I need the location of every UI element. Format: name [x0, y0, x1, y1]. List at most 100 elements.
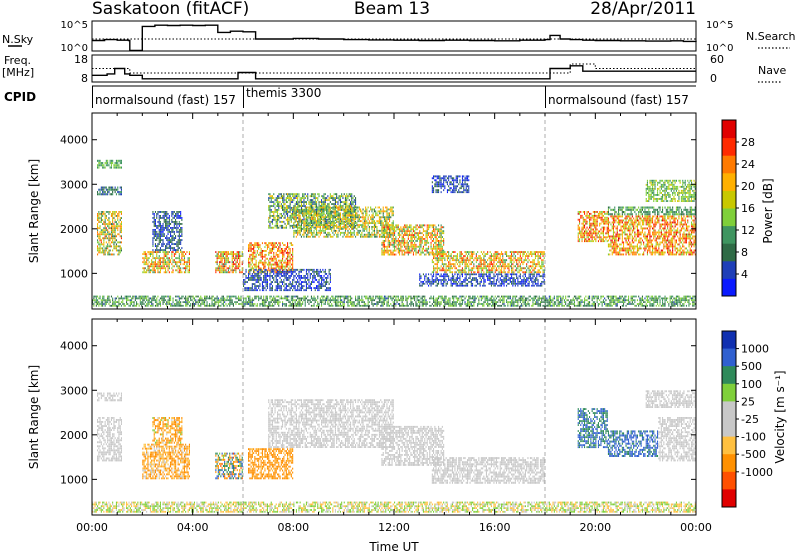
- heatmap-cell: [380, 229, 382, 232]
- heatmap-cell: [327, 287, 329, 289]
- heatmap-cell: [419, 249, 421, 252]
- heatmap-cell: [434, 224, 436, 227]
- heatmap-cell: [431, 226, 433, 229]
- heatmap-cell: [532, 259, 534, 262]
- heatmap-cell: [513, 271, 515, 274]
- heatmap-cell: [493, 261, 495, 264]
- heatmap-cell: [328, 208, 330, 211]
- heatmap-cell: [103, 245, 105, 248]
- heatmap-cell: [259, 244, 261, 246]
- heatmap-cell: [147, 259, 149, 262]
- heatmap-cell: [255, 267, 257, 270]
- heatmap-cell: [292, 253, 294, 256]
- heatmap-cell: [399, 240, 401, 242]
- heatmap-cell: [327, 203, 329, 205]
- heatmap-cell: [402, 234, 404, 236]
- heatmap-cell: [183, 267, 185, 270]
- heatmap-cell: [287, 289, 289, 292]
- heatmap-cell: [443, 282, 445, 285]
- heatmap-cell: [168, 237, 170, 239]
- heatmap-cell: [261, 257, 263, 260]
- heatmap-cell: [178, 259, 180, 262]
- heatmap-cell: [433, 279, 435, 281]
- heatmap-cell: [287, 218, 289, 221]
- heatmap-cell: [99, 245, 101, 248]
- heatmap-cell: [417, 245, 419, 248]
- heatmap-cell: [446, 257, 448, 260]
- heatmap-cell: [436, 273, 438, 276]
- heatmap-cell: [411, 236, 413, 238]
- heatmap-cell: [298, 220, 300, 223]
- heatmap-cell: [479, 267, 481, 270]
- heatmap-cell: [352, 228, 354, 230]
- heatmap-cell: [294, 210, 296, 213]
- heatmap-cell: [256, 265, 258, 268]
- heatmap-cell: [178, 265, 180, 268]
- heatmap-cell: [285, 261, 287, 264]
- heatmap-cell: [341, 205, 343, 207]
- heatmap-cell: [168, 267, 170, 270]
- heatmap-cell: [287, 261, 289, 264]
- heatmap-cell: [346, 214, 348, 217]
- heatmap-cell: [167, 239, 169, 241]
- heatmap-cell: [241, 263, 243, 266]
- heatmap-cell: [249, 248, 251, 250]
- heatmap-cell: [363, 229, 365, 232]
- heatmap-cell: [283, 193, 285, 196]
- heatmap-cell: [389, 228, 391, 231]
- heatmap-cell: [287, 195, 289, 198]
- heatmap-cell: [323, 279, 325, 281]
- heatmap-cell: [410, 238, 412, 240]
- heatmap-cell: [120, 211, 122, 213]
- heatmap-cell: [472, 255, 474, 257]
- heatmap-cell: [232, 265, 234, 268]
- heatmap-cell: [329, 289, 331, 292]
- heatmap-cell: [172, 249, 174, 251]
- heatmap-cell: [484, 263, 486, 266]
- heatmap-cell: [180, 269, 182, 272]
- heatmap-cell: [216, 255, 218, 257]
- heatmap-cell: [317, 287, 319, 289]
- heatmap-cell: [163, 263, 165, 266]
- heatmap-cell: [287, 251, 289, 254]
- heatmap-cell: [338, 218, 340, 221]
- heatmap-cell: [377, 210, 379, 213]
- heatmap-cell: [404, 253, 406, 256]
- heatmap-cell: [386, 228, 388, 230]
- heatmap-cell: [405, 241, 407, 244]
- heatmap-cell: [225, 253, 227, 255]
- heatmap-cell: [342, 222, 344, 224]
- heatmap-cell: [115, 223, 117, 225]
- heatmap-cell: [329, 211, 331, 213]
- heatmap-cell: [355, 210, 357, 213]
- heatmap-cell: [543, 257, 545, 260]
- heatmap-cell: [110, 245, 112, 248]
- heatmap-cell: [428, 245, 430, 248]
- heatmap-cell: [289, 259, 291, 262]
- heatmap-cell: [319, 285, 321, 287]
- heatmap-cell: [107, 159, 109, 162]
- heatmap-cell: [400, 243, 402, 246]
- heatmap-cell: [180, 231, 182, 233]
- heatmap-cell: [253, 275, 255, 277]
- heatmap-cell: [97, 241, 99, 244]
- heatmap-cell: [492, 265, 494, 268]
- heatmap-cell: [313, 229, 315, 232]
- heatmap-cell: [322, 224, 324, 226]
- heatmap-cell: [234, 263, 236, 266]
- heatmap-cell: [401, 251, 403, 254]
- heatmap-cell: [98, 247, 100, 250]
- heatmap-cell: [517, 263, 519, 266]
- heatmap-cell: [159, 263, 161, 266]
- heatmap-cell: [316, 229, 318, 232]
- heatmap-cell: [316, 205, 318, 207]
- heatmap-cell: [511, 267, 513, 270]
- heatmap-cell: [117, 245, 119, 248]
- heatmap-cell: [509, 261, 511, 264]
- heatmap-cell: [495, 269, 497, 272]
- heatmap-cell: [254, 265, 256, 268]
- heatmap-cell: [254, 277, 256, 279]
- heatmap-cell: [339, 195, 341, 198]
- heatmap-cell: [183, 271, 185, 274]
- heatmap-cell: [293, 287, 295, 289]
